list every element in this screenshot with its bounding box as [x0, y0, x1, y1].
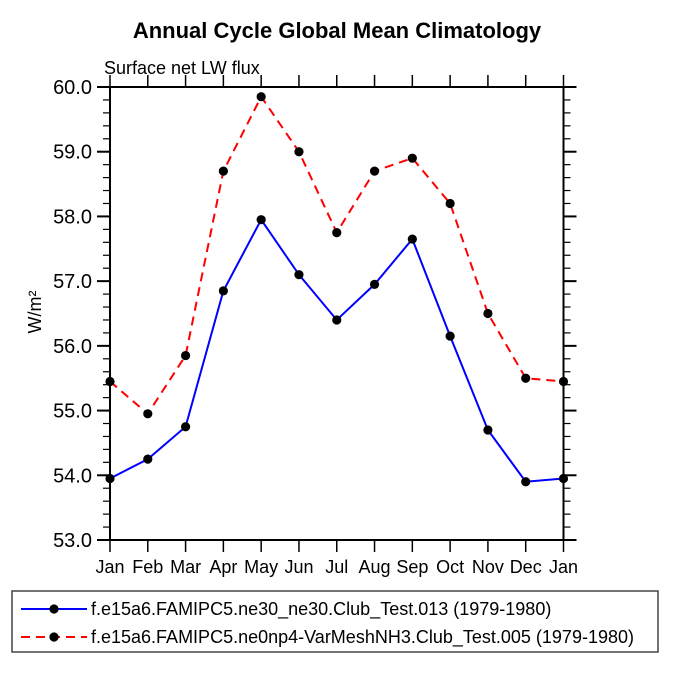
y-axis-tick-label: 58.0 — [53, 206, 92, 228]
data-point-marker — [332, 228, 342, 238]
legend-marker-circle-icon — [49, 632, 59, 642]
x-axis-tick-label: Jan — [95, 557, 124, 577]
data-point-marker — [294, 270, 304, 280]
data-point-marker — [483, 425, 493, 435]
data-point-marker — [369, 279, 380, 289]
x-axis-tick-label: May — [244, 557, 278, 577]
data-point-marker — [369, 166, 380, 176]
data-point-marker — [143, 409, 153, 419]
y-axis-tick-label: 59.0 — [53, 142, 92, 164]
legend-label-series-1: f.e15a6.FAMIPC5.ne0np4-VarMeshNH3.Club_T… — [91, 627, 634, 648]
data-point-marker — [218, 166, 228, 176]
data-point-marker — [445, 198, 455, 209]
data-point-marker — [294, 147, 304, 157]
data-point-marker — [180, 422, 191, 432]
data-point-marker — [407, 153, 417, 163]
plot-frame — [109, 86, 565, 541]
x-axis-tick-label: Sep — [396, 557, 428, 577]
x-axis-tick-label: Mar — [170, 557, 201, 577]
data-point-marker — [521, 373, 531, 383]
legend-label-series-0: f.e15a6.FAMIPC5.ne30_ne30.Club_Test.013 … — [91, 599, 551, 620]
y-axis-tick-label: 54.0 — [53, 465, 92, 487]
data-point-marker — [483, 308, 493, 319]
x-axis-tick-label: Dec — [510, 557, 542, 577]
x-axis-tick-label: Jul — [325, 557, 348, 577]
data-point-marker — [256, 215, 266, 225]
data-point-marker — [105, 473, 115, 484]
legend: f.e15a6.FAMIPC5.ne30_ne30.Club_Test.013 … — [11, 590, 659, 653]
data-point-marker — [143, 454, 153, 464]
x-axis-tick-label: Jan — [549, 557, 578, 577]
x-axis-tick-label: Apr — [209, 557, 237, 577]
x-axis-tick-label: Aug — [359, 557, 391, 577]
x-axis-tick-label: Nov — [472, 557, 504, 577]
data-point-marker — [332, 315, 342, 325]
legend-box — [11, 590, 659, 653]
y-axis-tick-label: 57.0 — [53, 271, 92, 293]
data-point-marker — [407, 234, 417, 244]
data-point-marker — [558, 376, 569, 387]
y-axis-tick-label: 56.0 — [53, 336, 92, 358]
x-axis-tick-label: Feb — [132, 557, 163, 577]
data-point-marker — [445, 331, 455, 341]
y-axis-label: W/m² — [25, 291, 45, 334]
legend-item-series-0: f.e15a6.FAMIPC5.ne30_ne30.Club_Test.013 … — [21, 599, 551, 620]
chart-subtitle: Surface net LW flux — [104, 58, 260, 78]
data-point-marker — [558, 473, 569, 484]
data-series-group — [105, 92, 569, 487]
series-line-0 — [109, 217, 564, 483]
series-line-1 — [109, 94, 564, 416]
data-point-marker — [256, 92, 266, 102]
axis-ticks-group: 53.0 54.0 55.0 56.0 57.0 58.0 59.0 60.0 Jan Feb Ma… — [53, 75, 578, 577]
x-axis-tick-label: Jun — [284, 557, 313, 577]
chart-title: Annual Cycle Global Mean Climatology — [133, 18, 542, 43]
legend-marker-circle-icon — [49, 604, 59, 614]
y-axis-tick-label: 55.0 — [53, 401, 92, 423]
y-axis-tick-label: 53.0 — [53, 530, 92, 552]
y-axis-tick-label: 60.0 — [53, 77, 92, 99]
data-point-marker — [105, 376, 115, 387]
data-point-marker — [180, 350, 191, 361]
data-point-marker — [521, 477, 531, 487]
x-axis-tick-label: Oct — [436, 557, 464, 577]
data-point-marker — [218, 286, 228, 296]
plot-frame-group — [109, 86, 565, 541]
legend-item-series-1: f.e15a6.FAMIPC5.ne0np4-VarMeshNH3.Club_T… — [21, 627, 634, 648]
